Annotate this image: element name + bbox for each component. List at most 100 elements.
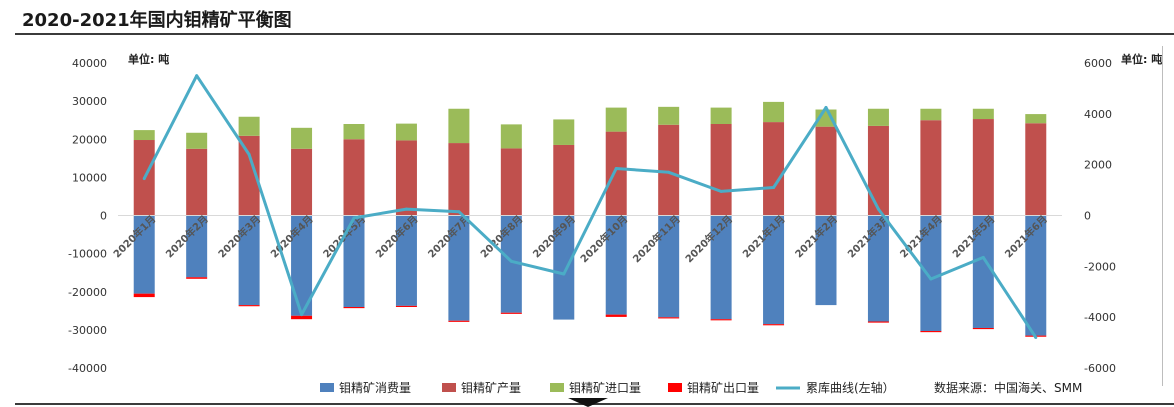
export-bar: [920, 331, 942, 333]
scroll-marker-icon: [568, 398, 608, 407]
left-tick-label: -10000: [68, 248, 107, 261]
legend-import-label: 钼精矿进口量: [569, 381, 641, 395]
consumption-bar: [395, 215, 417, 306]
export-bar: [972, 327, 994, 330]
import-bar: [500, 124, 522, 149]
inventory-point: [352, 216, 356, 220]
export-bar: [448, 320, 470, 322]
inventory-point: [876, 207, 880, 211]
import-bar: [343, 124, 365, 140]
consumption-bar: [658, 215, 680, 318]
export-bar: [343, 307, 365, 309]
consumption-bar: [343, 215, 365, 307]
import-bar: [238, 116, 260, 136]
consumption-bar: [133, 215, 155, 294]
left-tick-label: 10000: [72, 171, 107, 184]
consumption-bar: [291, 215, 313, 316]
production-bar: [553, 144, 575, 216]
production-bar: [972, 119, 994, 216]
left-tick-label: 0: [100, 210, 107, 223]
consumption-bar: [238, 215, 260, 306]
production-bar: [815, 126, 837, 216]
legend-consumption-label: 钼精矿消费量: [339, 381, 411, 395]
consumption-bar: [500, 215, 522, 313]
right-tick-label: -4000: [1084, 311, 1116, 324]
plot-right-edge: [1162, 46, 1163, 386]
consumption-bar: [710, 215, 732, 320]
consumption-bar: [1025, 215, 1047, 336]
left-unit-label: 单位: 吨: [128, 52, 169, 66]
import-bar: [605, 107, 627, 132]
export-bar: [291, 315, 313, 320]
inventory-point: [300, 313, 304, 317]
import-bar: [867, 108, 889, 126]
inventory-point: [562, 272, 566, 276]
production-bar: [238, 135, 260, 216]
production-bar: [186, 148, 208, 216]
left-tick-label: 40000: [72, 57, 107, 70]
production-bar: [920, 120, 942, 216]
production-bar: [395, 140, 417, 216]
production-bar: [448, 143, 470, 216]
inventory-line-series: [142, 74, 1038, 339]
inventory-point: [404, 207, 408, 211]
production-bar: [763, 122, 785, 216]
left-axis-ticks: 40000 30000 20000 10000 0 -10000 -20000 -30000 -…: [68, 57, 107, 375]
left-tick-label: -30000: [68, 324, 107, 337]
inventory-point: [509, 259, 513, 263]
inventory-point: [142, 177, 146, 181]
inventory-line: [142, 74, 1038, 339]
right-tick-label: -6000: [1084, 362, 1116, 375]
legend-import-swatch: [550, 383, 564, 392]
export-bar: [710, 319, 732, 321]
inventory-point: [929, 277, 933, 281]
legend-export-label: 钼精矿出口量: [687, 381, 759, 395]
inventory-point: [1034, 336, 1038, 339]
right-tick-label: 6000: [1084, 57, 1112, 70]
right-axis-ticks: 6000 4000 2000 0 -2000 -4000 -6000: [1084, 57, 1116, 375]
import-bar: [710, 107, 732, 124]
legend-inventory-label: 累库曲线(左轴）: [806, 380, 895, 395]
import-bar: [920, 108, 942, 121]
inventory-point: [247, 153, 251, 156]
production-bar: [343, 139, 365, 216]
inventory-point: [667, 170, 671, 174]
right-tick-label: 0: [1084, 210, 1091, 223]
left-tick-label: -40000: [68, 362, 107, 375]
inventory-point: [772, 186, 776, 190]
inventory-point: [981, 255, 985, 259]
export-bar: [500, 312, 522, 314]
export-bar: [133, 293, 155, 298]
legend-production-swatch: [442, 383, 456, 392]
source-note: 数据来源：中国海关、SMM: [934, 380, 1082, 395]
consumption-bar: [186, 215, 208, 278]
export-bar: [238, 305, 260, 307]
consumption-bar: [763, 215, 785, 325]
export-bar: [395, 305, 417, 307]
import-bar: [291, 127, 313, 149]
right-tick-label: 4000: [1084, 108, 1112, 121]
legend: 钼精矿消费量 钼精矿产量 钼精矿进口量 钼精矿出口量 累库曲线(左轴）: [320, 380, 895, 395]
import-bar: [1025, 114, 1047, 124]
inventory-point: [195, 74, 199, 78]
import-bar: [395, 123, 417, 141]
consumption-bar: [972, 215, 994, 328]
export-bar: [763, 324, 785, 326]
left-tick-label: 20000: [72, 133, 107, 146]
consumption-bar: [815, 215, 837, 306]
production-bar: [291, 148, 313, 216]
production-bar: [500, 148, 522, 216]
consumption-bar: [867, 215, 889, 322]
production-bar: [1025, 123, 1047, 216]
inventory-point: [719, 189, 723, 193]
consumption-bar: [920, 215, 942, 332]
right-tick-label: 2000: [1084, 159, 1112, 172]
production-bar: [605, 131, 627, 216]
export-bar: [658, 317, 680, 319]
production-bar: [710, 124, 732, 216]
bar-series: [133, 101, 1047, 337]
import-bar: [186, 132, 208, 149]
export-bar: [605, 314, 627, 317]
consumption-bar: [553, 215, 575, 320]
